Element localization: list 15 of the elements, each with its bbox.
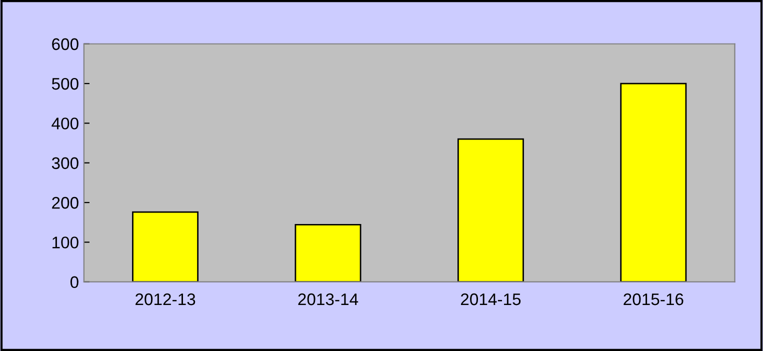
bar <box>620 82 687 282</box>
y-tick-label: 200 <box>52 196 78 209</box>
x-tick-label: 2014-15 <box>460 293 521 306</box>
x-tick-label: 2012-13 <box>136 293 196 306</box>
y-tick-label: 100 <box>52 236 78 248</box>
y-tick-label: 400 <box>52 118 78 130</box>
bar <box>457 138 524 282</box>
y-tick-label: 500 <box>52 78 78 90</box>
y-tick-label: 0 <box>70 276 78 288</box>
x-tick-label: 2013-14 <box>298 293 358 306</box>
bar <box>132 211 199 282</box>
bar <box>294 224 362 282</box>
y-tick-label: 600 <box>52 38 78 50</box>
y-tick-label: 300 <box>52 157 78 170</box>
x-tick-label: 2015-16 <box>624 293 684 306</box>
